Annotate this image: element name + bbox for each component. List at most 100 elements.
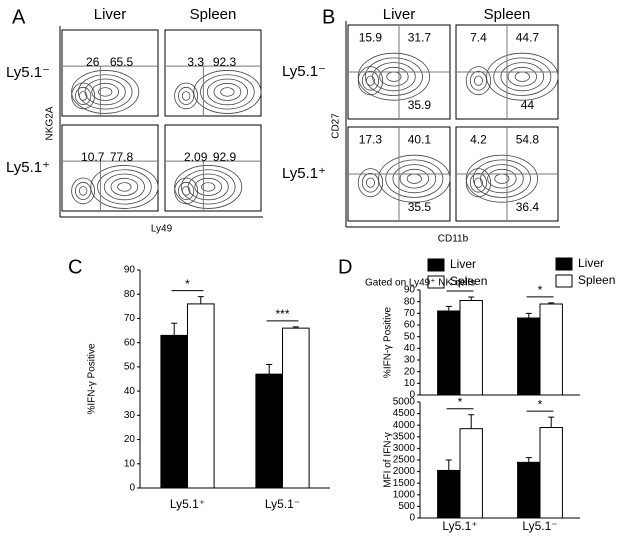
y-tick-label: 10 [124, 458, 136, 469]
contour [379, 66, 409, 87]
panel-label: B [322, 6, 335, 28]
contour [110, 177, 139, 196]
y-tick-label: 60 [124, 337, 136, 348]
contour [78, 91, 88, 101]
significance: * [458, 277, 463, 291]
error-bar [292, 326, 299, 329]
y-tick-label: 90 [124, 265, 136, 276]
y-tick-label: 60 [404, 320, 416, 331]
error-bar [525, 457, 532, 463]
gate-percent: 15.9 [359, 30, 383, 44]
x-tick-label: Ly5.1⁻ [522, 519, 557, 533]
y-tick-label: 1500 [393, 478, 416, 489]
gate-percent: 26 [86, 55, 100, 69]
contour [178, 86, 195, 105]
row-label: Ly5.1⁻ [282, 63, 326, 80]
contour [90, 165, 159, 209]
gate-percent: 35.9 [408, 98, 432, 112]
gate-percent: 3.3 [187, 55, 204, 69]
legend-swatch [555, 274, 573, 288]
contour [357, 66, 384, 96]
y-axis-label: CD27 [331, 113, 342, 139]
row-label: Ly5.1⁺ [6, 159, 50, 176]
y-tick-label: 80 [124, 289, 136, 300]
contour [193, 70, 262, 114]
x-axis-label: CD11b [438, 234, 469, 245]
column-header: Spleen [484, 6, 531, 23]
gate-percent: 4.2 [470, 132, 487, 146]
y-tick-label: 50 [404, 331, 416, 342]
contour [465, 154, 538, 203]
gate-percent: 17.3 [359, 132, 383, 146]
row-label: Ly5.1⁺ [282, 165, 326, 182]
gate-percent: 40.1 [408, 132, 432, 146]
contour [361, 172, 379, 193]
y-tick-label: 50 [124, 362, 136, 373]
contour [206, 78, 248, 106]
contour [181, 91, 191, 101]
x-axis-label: Ly49 [151, 224, 173, 235]
contour [84, 78, 126, 106]
contour [472, 159, 531, 198]
column-header: Liver [94, 6, 127, 23]
contour [71, 177, 96, 205]
x-tick-label: Ly5.1⁺ [170, 497, 205, 511]
contour [406, 173, 422, 184]
contour [71, 82, 96, 110]
panel-label: C [68, 256, 82, 278]
chart-title: Gated on Ly49⁺ NK cells [365, 278, 475, 289]
gate-percent: 77.8 [110, 150, 134, 164]
contour [365, 75, 375, 86]
contour [469, 70, 487, 91]
y-tick-label: 3000 [393, 443, 416, 454]
y-tick-label: 0 [129, 483, 135, 494]
bar [517, 317, 541, 396]
y-axis-label: %IFN-γ Positive [383, 307, 394, 379]
contour [385, 159, 444, 198]
error-bar [468, 414, 475, 429]
y-tick-label: 4000 [393, 420, 416, 431]
contour [174, 177, 199, 205]
contour [180, 169, 236, 205]
gate-percent: 65.5 [110, 55, 134, 69]
bar [282, 327, 310, 489]
bar [437, 310, 461, 396]
y-axis-label: MFI of IFN-γ [383, 432, 394, 488]
error-bar [445, 459, 452, 471]
bar [459, 428, 483, 519]
column-header: Spleen [190, 6, 237, 23]
y-tick-label: 0 [409, 390, 415, 401]
column-header: Liver [383, 6, 416, 23]
contour [75, 181, 92, 200]
y-tick-label: 4500 [393, 408, 416, 419]
bar [539, 303, 563, 396]
y-tick-label: 500 [398, 501, 415, 512]
contour [220, 87, 235, 97]
gate-percent: 92.9 [213, 150, 237, 164]
contour [181, 186, 191, 196]
error-bar [548, 302, 555, 304]
plot-frame [61, 124, 159, 212]
bar [255, 373, 283, 489]
significance: * [538, 283, 543, 297]
error-bar [197, 296, 204, 304]
contour [200, 74, 255, 110]
x-tick-label: Ly5.1⁻ [265, 497, 300, 511]
gate-percent: 10.7 [81, 150, 105, 164]
contour [469, 172, 487, 193]
gate-percent: 54.8 [516, 132, 540, 146]
contour [487, 168, 517, 189]
contour [213, 82, 242, 101]
contour [486, 52, 559, 101]
gate-percent: 35.5 [408, 200, 432, 214]
contour [71, 70, 140, 114]
gate-percent: 44.7 [516, 30, 540, 44]
contour [97, 169, 152, 205]
contour [117, 182, 132, 192]
y-tick-label: 70 [404, 308, 416, 319]
y-tick-label: 40 [404, 343, 416, 354]
y-tick-label: 30 [404, 355, 416, 366]
x-tick-label: Ly5.1⁺ [442, 519, 477, 533]
contour [465, 66, 492, 96]
bar [517, 461, 541, 519]
